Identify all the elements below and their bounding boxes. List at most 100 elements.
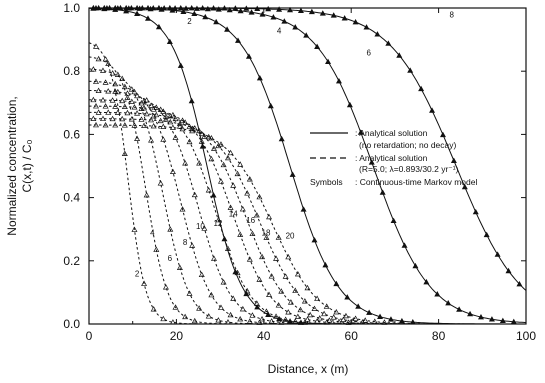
markov-symbol	[179, 117, 186, 123]
markov-symbol	[119, 97, 126, 104]
markov-symbol	[304, 316, 311, 322]
markov-symbol	[92, 43, 99, 49]
markov-symbol	[330, 12, 337, 18]
markov-symbol	[128, 86, 135, 92]
markov-symbol	[270, 14, 277, 20]
markov-symbol	[243, 5, 250, 11]
markov-symbol	[224, 154, 231, 161]
markov-symbol	[119, 115, 126, 122]
markov-symbol	[456, 306, 463, 312]
markov-symbol	[335, 318, 342, 324]
curve-label-18: 18	[262, 229, 271, 238]
markov-symbol	[227, 311, 234, 318]
markov-symbol	[99, 96, 106, 103]
axes-layer: 0 20 40 60 80 100 0.0 0.2 0.4 0.6 0.8 1.0	[63, 1, 536, 343]
markov-symbol	[472, 208, 479, 215]
markov-symbol	[198, 130, 205, 137]
markov-symbol	[99, 67, 106, 73]
markov-symbol	[196, 160, 203, 166]
markov-symbol	[121, 103, 128, 110]
markov-symbol	[177, 4, 184, 11]
y-axis-title-line1: Normalized concentration,	[5, 96, 19, 235]
markov-symbol	[180, 8, 187, 14]
markov-symbol	[314, 43, 321, 49]
retarded-curve-16	[89, 111, 526, 325]
legend: : Analytical solution (no retardation; n…	[310, 128, 477, 187]
markov-symbol	[210, 145, 217, 151]
markov-symbol	[160, 108, 167, 114]
markov-symbol	[292, 24, 299, 30]
markov-symbol	[237, 161, 244, 167]
markov-symbol	[177, 62, 184, 68]
y-tick-label: 0.6	[63, 127, 80, 141]
markov-symbol	[167, 226, 174, 232]
markov-symbol	[239, 305, 246, 312]
markov-symbol	[141, 122, 148, 128]
markov-symbol	[273, 255, 280, 261]
markov-symbol	[326, 317, 333, 323]
curve-label-2: 2	[187, 17, 192, 26]
markov-symbol	[102, 121, 109, 128]
markov-symbol	[461, 183, 468, 190]
markov-symbol	[90, 115, 97, 121]
markov-symbol	[166, 4, 173, 11]
markov-symbol	[385, 40, 392, 46]
markov-symbol	[134, 135, 141, 141]
markov-symbol	[423, 278, 430, 285]
markov-symbol	[259, 11, 266, 17]
markov-symbol	[199, 143, 206, 149]
series-layer: 2 4 6 8 2 4 6 8 10 12 14 16 18 20	[88, 4, 527, 325]
markov-symbol	[162, 284, 169, 290]
markov-symbol	[213, 18, 220, 25]
markov-symbol	[138, 116, 145, 122]
markov-symbol	[292, 318, 299, 324]
markov-symbol	[157, 117, 164, 124]
markov-symbol	[263, 308, 270, 314]
analytical-curve-6	[89, 7, 527, 324]
markov-symbol	[182, 313, 189, 320]
markov-symbol	[150, 112, 157, 119]
markov-symbol	[246, 256, 253, 262]
markov-symbol	[109, 97, 116, 103]
markov-symbol	[412, 262, 419, 269]
analytical-curve-2	[89, 7, 526, 325]
markov-symbol	[401, 242, 408, 248]
markov-symbol	[340, 316, 347, 322]
markov-symbol	[297, 7, 304, 14]
markov-symbol	[266, 213, 273, 220]
markov-symbol	[357, 129, 364, 135]
markov-symbol	[294, 313, 301, 319]
markov-symbol	[379, 189, 386, 195]
markov-symbol	[246, 176, 253, 182]
markov-symbol	[232, 5, 239, 11]
markov-symbol	[227, 149, 234, 156]
markov-symbol	[374, 31, 381, 37]
markov-symbol	[215, 216, 222, 223]
markov-symbol	[208, 155, 215, 162]
markov-symbol	[355, 303, 362, 309]
markov-symbol	[145, 15, 151, 21]
x-tick-label: 20	[170, 329, 184, 343]
y-axis-title-line2: C(x,t) / C₀	[20, 139, 34, 192]
markov-symbol	[131, 226, 138, 232]
y-tick-label: 0.2	[63, 254, 80, 268]
x-tick-label: 0	[86, 329, 93, 343]
plot-area	[88, 7, 527, 325]
markov-symbol	[95, 55, 102, 62]
markov-symbol	[188, 97, 195, 104]
curve-label-8: 8	[449, 10, 454, 19]
markov-symbol	[341, 15, 348, 21]
markov-symbol	[319, 10, 326, 16]
markov-symbol	[245, 53, 252, 59]
markov-symbol	[119, 75, 126, 81]
markov-symbol	[234, 269, 241, 276]
markov-symbol	[150, 122, 157, 129]
markov-symbol	[189, 127, 196, 134]
markov-symbol	[398, 317, 405, 324]
markov-symbol	[201, 133, 208, 139]
markov-symbol	[112, 103, 119, 109]
markov-symbol	[246, 318, 253, 324]
markov-symbol	[160, 136, 167, 142]
legend-symbols-text: : Continuous-time Markov model	[355, 177, 477, 187]
markov-symbol	[172, 304, 179, 310]
